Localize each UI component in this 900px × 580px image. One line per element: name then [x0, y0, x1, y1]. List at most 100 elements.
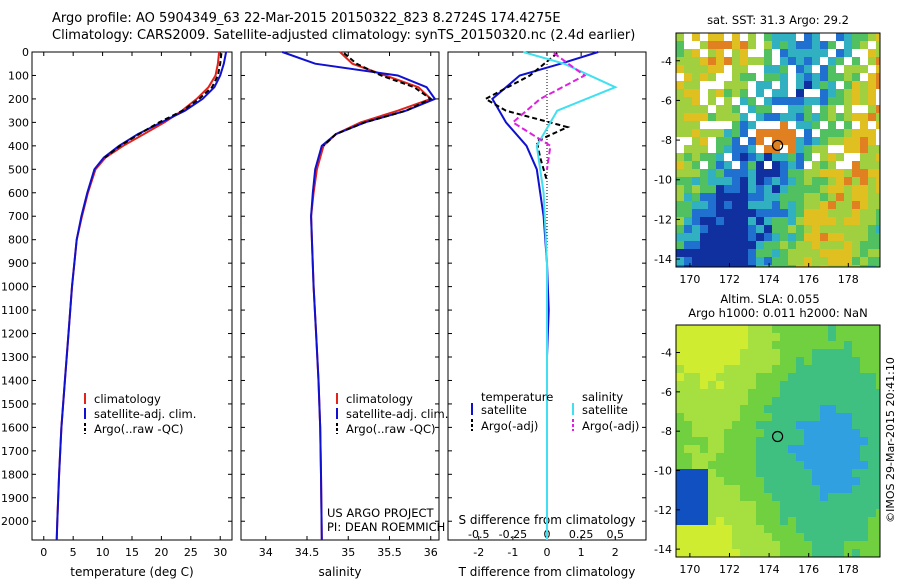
map-cell	[700, 41, 708, 49]
depth-tick-label: 900	[8, 257, 29, 270]
map-cell	[724, 421, 732, 429]
map-cell	[764, 65, 772, 73]
map-cell	[804, 121, 812, 129]
map-cell	[868, 533, 876, 541]
map-cell	[868, 397, 876, 405]
map-cell	[828, 137, 836, 145]
map-cell	[764, 89, 772, 97]
map-cell	[860, 129, 868, 137]
map-cell	[812, 257, 820, 265]
map-cell	[788, 177, 796, 185]
map-cell	[804, 241, 812, 249]
map-cell	[740, 413, 748, 421]
map-cell	[756, 381, 764, 389]
map-cell	[860, 501, 868, 509]
map-cell	[764, 405, 772, 413]
map-cell	[740, 145, 748, 153]
map-cell	[820, 217, 828, 225]
map-cell	[764, 185, 772, 193]
map-cell	[844, 113, 852, 121]
depth-tick-label: 1800	[1, 468, 29, 481]
map-cell	[716, 129, 724, 137]
map-cell	[692, 501, 700, 509]
map-cell	[676, 373, 684, 381]
map-cell	[860, 49, 868, 57]
map-cell	[716, 41, 724, 49]
map-cell	[708, 517, 716, 525]
map-cell	[852, 541, 860, 549]
map-cell	[708, 153, 716, 161]
map-cell	[748, 429, 756, 437]
map-cell	[852, 225, 860, 233]
map-cell	[780, 493, 788, 501]
map-cell	[780, 169, 788, 177]
map-cell	[788, 169, 796, 177]
map-cell	[772, 365, 780, 373]
map-cell	[740, 533, 748, 541]
map-cell	[716, 493, 724, 501]
map-cell	[780, 65, 788, 73]
map-cell	[676, 113, 684, 121]
map-cell	[860, 137, 868, 145]
map-cell	[772, 225, 780, 233]
map-cell	[748, 349, 756, 357]
map-cell	[844, 509, 852, 517]
map-cell	[724, 445, 732, 453]
map-cell	[724, 257, 732, 265]
map-cell	[684, 153, 692, 161]
map-cell	[716, 265, 724, 267]
map-cell	[876, 225, 880, 233]
map-cell	[708, 225, 716, 233]
map-cell	[836, 49, 844, 57]
map-cell	[748, 405, 756, 413]
map-cell	[804, 525, 812, 533]
map-cell	[876, 193, 880, 201]
map-cell	[796, 153, 804, 161]
diff-xlabel: T difference from climatology	[458, 565, 636, 579]
map-cell	[684, 177, 692, 185]
map-cell	[788, 201, 796, 209]
map-cell	[692, 137, 700, 145]
map-cell	[820, 461, 828, 469]
map-cell	[820, 89, 828, 97]
map-cell	[812, 185, 820, 193]
map-cell	[764, 33, 772, 41]
map-cell	[820, 201, 828, 209]
map-cell	[780, 429, 788, 437]
map-cell	[836, 265, 844, 267]
map-cell	[756, 257, 764, 265]
map-cell	[860, 193, 868, 201]
map-cell	[732, 429, 740, 437]
map-cell	[700, 501, 708, 509]
map-cell	[724, 233, 732, 241]
map-cell	[708, 145, 716, 153]
map-cell	[692, 97, 700, 105]
map-cell	[732, 405, 740, 413]
map-cell	[860, 341, 868, 349]
map-cell	[684, 389, 692, 397]
map-cell	[836, 373, 844, 381]
map-cell	[852, 397, 860, 405]
map-cell	[844, 357, 852, 365]
map-cell	[788, 33, 796, 41]
map-cell	[812, 145, 820, 153]
map-cell	[700, 233, 708, 241]
map-cell	[868, 153, 876, 161]
map-cell	[836, 97, 844, 105]
map-cell	[820, 477, 828, 485]
sla-title-line2: Argo h1000: 0.011 h2000: NaN	[688, 306, 867, 320]
map-cell	[764, 177, 772, 185]
map-cell	[732, 485, 740, 493]
map-cell	[676, 413, 684, 421]
map-cell	[836, 177, 844, 185]
map-cell	[700, 97, 708, 105]
map-cell	[868, 113, 876, 121]
map-cell	[748, 49, 756, 57]
map-cell	[780, 389, 788, 397]
map-cell	[684, 249, 692, 257]
map-cell	[812, 429, 820, 437]
map-cell	[812, 477, 820, 485]
map-cell	[796, 65, 804, 73]
map-cell	[700, 413, 708, 421]
map-cell	[772, 389, 780, 397]
